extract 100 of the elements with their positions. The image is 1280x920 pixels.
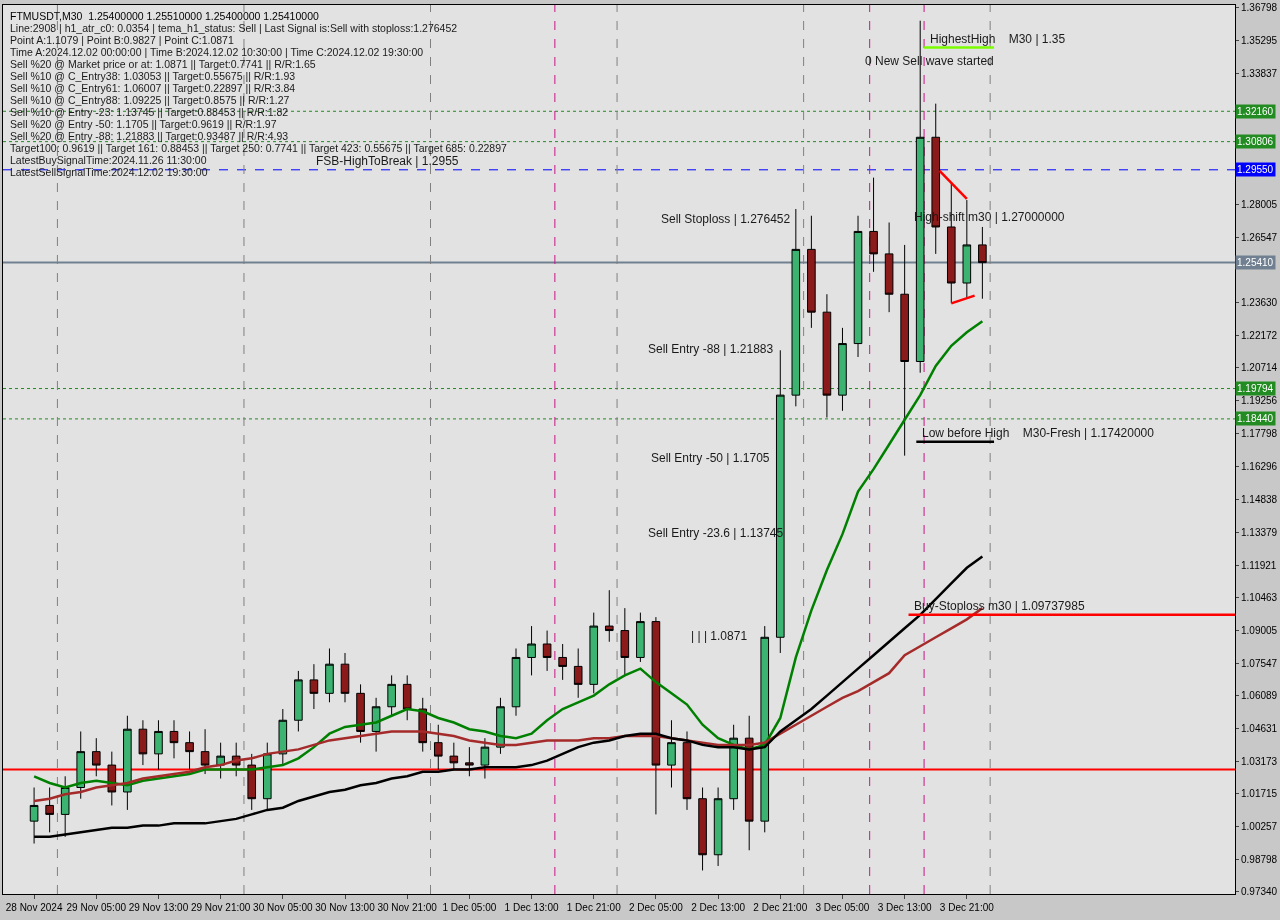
annotation: Target100: 0.9619 || Target 161: 0.88453 || Target 250: 0.7741 || Target 423: 0.55675 || Target 685: 0.22897 xyxy=(10,142,507,154)
candlestick xyxy=(91,737,101,777)
candlestick xyxy=(185,730,194,771)
candlestick xyxy=(387,674,396,717)
candlestick xyxy=(45,787,54,833)
candlestick xyxy=(713,787,723,867)
y-tick-label: 1.22172 xyxy=(1241,329,1278,341)
annotation: Sell %10 @ Entry -23: 1.13745 || Target:0.88453 || R/R:1.82 xyxy=(10,106,289,118)
ref-line-label: 1.29550 xyxy=(1237,164,1274,175)
y-tick-label: 1.28005 xyxy=(1241,198,1278,210)
annotation: | | | 1.0871 xyxy=(691,629,748,643)
annotation: Sell %10 @ C_Entry88: 1.09225 || Target:0.8575 || R/R:1.27 xyxy=(10,94,290,106)
annotation: Sell %10 @ C_Entry61: 1.06007 || Target:0.22897 || R/R:3.84 xyxy=(10,82,296,94)
candlestick xyxy=(636,612,645,663)
line-series xyxy=(32,319,984,789)
candlestick xyxy=(433,724,443,771)
candlestick xyxy=(169,719,179,759)
candlestick xyxy=(604,589,614,643)
y-tick-label: 1.36798 xyxy=(1241,1,1278,13)
candlestick xyxy=(620,607,630,676)
y-tick-label: 1.13379 xyxy=(1241,526,1278,538)
x-tick-label: 3 Dec 05:00 xyxy=(815,902,870,913)
candlestick xyxy=(511,647,521,717)
candlestick xyxy=(667,719,676,788)
candlestick xyxy=(558,643,567,681)
candlestick xyxy=(356,683,365,744)
annotation: Sell %20 @ Entry -50: 1.1705 || Target:0.9619 || R/R:1.97 xyxy=(10,118,277,130)
y-tick-label: 1.33837 xyxy=(1241,68,1278,80)
annotation: Sell Entry -50 | 1.1705 xyxy=(651,451,770,465)
candlestick xyxy=(573,647,583,699)
candlestick xyxy=(340,652,350,703)
candlestick xyxy=(200,728,210,775)
candlestick xyxy=(978,226,987,300)
y-tick-label: 1.35295 xyxy=(1241,35,1278,47)
y-tick-label: 1.00257 xyxy=(1241,821,1278,833)
candlestick xyxy=(729,724,738,811)
candlestick xyxy=(822,293,832,419)
ref-line-label: 1.19794 xyxy=(1237,383,1274,394)
y-tick-label: 1.10463 xyxy=(1241,592,1278,604)
annotation: Line:2908 | h1_atr_c0: 0.0354 | tema_h1_status: Sell | Last Signal is:Sell with stoploss:1.276452 xyxy=(10,22,458,34)
x-tick-label: 30 Nov 21:00 xyxy=(377,902,438,913)
candlestick xyxy=(138,719,148,766)
y-tick-label: 1.20714 xyxy=(1241,362,1278,374)
annotation: Time A:2024.12.02 00:00:00 | Time B:2024.12.02 10:30:00 | Time C:2024.12.02 19:30:00 xyxy=(10,46,424,58)
y-tick-label: 1.06089 xyxy=(1241,690,1278,702)
ref-line-label: 1.18440 xyxy=(1237,413,1274,424)
candlestick xyxy=(465,746,474,777)
candlestick xyxy=(884,221,894,313)
candlestick xyxy=(838,327,847,412)
x-tick-label: 1 Dec 05:00 xyxy=(442,902,497,913)
candlestick xyxy=(682,730,692,811)
x-tick-label: 2 Dec 21:00 xyxy=(753,902,808,913)
candlestick xyxy=(309,663,319,710)
candlestick xyxy=(480,737,490,780)
candlestick xyxy=(760,625,770,833)
text: FTMUSDT,M30 1.25400000 1.25510000 1.25400000 1.25410000 xyxy=(10,10,319,22)
candlestick xyxy=(449,742,459,771)
annotation: Sell %10 @ C_Entry38: 1.03053 || Target:0.55675 || R/R:1.93 xyxy=(10,70,296,82)
y-tick-label: 1.07547 xyxy=(1241,657,1278,669)
x-tick-label: 2 Dec 05:00 xyxy=(628,902,684,913)
x-tick-label: 28 Nov 2024 xyxy=(5,902,63,913)
candlestick xyxy=(791,208,801,407)
ref-line-label: 1.32160 xyxy=(1237,106,1274,117)
x-tick-label: 29 Nov 13:00 xyxy=(128,902,189,913)
annotation: FSB-HighToBreak | 1.2955 xyxy=(316,154,459,168)
candlestick xyxy=(869,177,878,273)
candlestick xyxy=(262,742,272,811)
y-tick-label: 1.19256 xyxy=(1241,395,1278,407)
y-tick-label: 1.16296 xyxy=(1241,461,1278,473)
x-tick-label: 1 Dec 13:00 xyxy=(504,902,559,913)
candlestick xyxy=(698,787,707,871)
x-tick-label: 29 Nov 05:00 xyxy=(66,902,127,913)
candlestick xyxy=(154,719,163,771)
x-tick-label: 2 Dec 13:00 xyxy=(691,902,746,913)
candlestick xyxy=(542,630,552,672)
candlestick xyxy=(294,670,303,732)
annotation: Sell %20 @ Entry -88: 1.21883 || Target:0.93487 || R/R:4.93 xyxy=(10,130,289,142)
annotation: Sell Stoploss | 1.276452 xyxy=(661,212,791,226)
y-tick-label: 1.11921 xyxy=(1241,559,1277,571)
y-tick-label: 0.97340 xyxy=(1241,886,1278,898)
x-tick-label: 1 Dec 21:00 xyxy=(566,902,622,913)
ref-line-label: 1.30806 xyxy=(1237,136,1274,147)
y-tick-label: 0.98798 xyxy=(1241,853,1278,865)
x-tick-label: 3 Dec 21:00 xyxy=(939,902,995,913)
candlestick xyxy=(651,616,661,815)
candlestick xyxy=(527,625,536,676)
candlestick xyxy=(402,674,412,721)
candlestick xyxy=(278,708,288,766)
candlestick xyxy=(807,215,816,329)
annotation: Low before High M30-Fresh | 1.17420000 xyxy=(922,426,1155,440)
x-tick-label: 30 Nov 05:00 xyxy=(253,902,313,913)
candlestick xyxy=(853,215,863,358)
annotation: Sell %20 @ Market price or at: 1.0871 || Target:0.7741 || R/R:1.65 xyxy=(10,58,316,70)
y-tick-label: 1.14838 xyxy=(1241,494,1278,506)
x-tick-label: 29 Nov 21:00 xyxy=(190,902,251,913)
y-tick-label: 1.23630 xyxy=(1241,297,1278,309)
ref-line-label: 1.25410 xyxy=(1237,257,1274,268)
candlestick xyxy=(247,753,257,811)
y-tick-label: 1.01715 xyxy=(1241,788,1278,800)
x-tick-label: 3 Dec 13:00 xyxy=(877,902,933,913)
